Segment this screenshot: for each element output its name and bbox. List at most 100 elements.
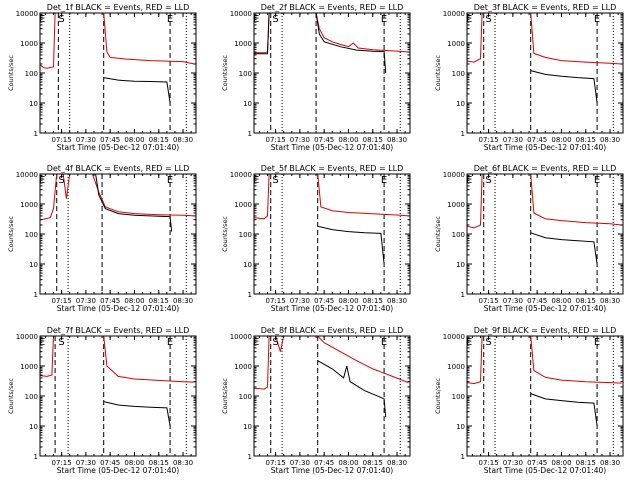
event-letter: S xyxy=(485,175,491,186)
y-tick-label: 10 xyxy=(243,261,252,269)
event-letter: E xyxy=(39,14,45,25)
x-axis-label: Start Time (05-Dec-12 07:01:40) xyxy=(57,304,179,313)
y-tick-label: 1000 xyxy=(234,363,252,371)
event-letter: S xyxy=(272,14,278,25)
chart-title: Det_4f BLACK = Events, RED = LLD xyxy=(47,164,190,173)
event-letter: E xyxy=(466,14,472,25)
y-tick-label: 1000 xyxy=(447,201,465,209)
y-tick-label: 1 xyxy=(248,453,252,461)
event-letter: E xyxy=(466,337,472,348)
y-tick-label: 10000 xyxy=(16,171,38,179)
y-tick-label: 100 xyxy=(25,70,38,78)
y-tick-label: 10 xyxy=(243,100,252,108)
y-tick-label: 10 xyxy=(456,261,465,269)
chart-title: Det_6f BLACK = Events, RED = LLD xyxy=(474,164,617,173)
x-axis-label: Start Time (05-Dec-12 07:01:40) xyxy=(484,466,606,475)
event-letter: E xyxy=(594,14,600,25)
x-tick-label: 07:15 xyxy=(265,297,285,305)
event-letter: E xyxy=(381,175,387,186)
x-tick-label: 07:15 xyxy=(51,136,71,144)
x-tick-label: 08:30 xyxy=(173,459,193,467)
x-tick-label: 07:45 xyxy=(100,297,120,305)
x-tick-label: 07:45 xyxy=(100,459,120,467)
y-tick-label: 1000 xyxy=(447,363,465,371)
chart-panel-3: Det_3f BLACK = Events, RED = LLD 1 10 100 10… xyxy=(434,3,624,152)
x-tick-label: 08:00 xyxy=(338,459,358,467)
x-tick-label: 08:00 xyxy=(338,297,358,305)
event-letter: E xyxy=(381,14,387,25)
y-tick-label: 1 xyxy=(34,291,38,299)
lld-series-line xyxy=(467,12,622,65)
y-axis-label: Counts/sec xyxy=(434,378,442,414)
x-tick-label: 08:00 xyxy=(338,136,358,144)
x-axis-label: Start Time (05-Dec-12 07:01:40) xyxy=(271,143,393,152)
chart-title: Det_9f BLACK = Events, RED = LLD xyxy=(474,326,617,335)
plot-frame xyxy=(253,335,411,457)
x-tick-label: 07:45 xyxy=(314,297,334,305)
events-series-line xyxy=(254,12,387,74)
x-tick-label: 08:30 xyxy=(173,297,193,305)
x-axis-label: Start Time (05-Dec-12 07:01:40) xyxy=(57,466,179,475)
plot-frame xyxy=(253,12,411,134)
x-tick-label: 08:30 xyxy=(173,136,193,144)
y-tick-label: 100 xyxy=(239,70,252,78)
y-axis-label: Counts/sec xyxy=(7,378,15,414)
y-tick-label: 1000 xyxy=(20,40,38,48)
y-tick-label: 1 xyxy=(34,130,38,138)
y-tick-label: 1000 xyxy=(234,40,252,48)
x-tick-label: 07:30 xyxy=(76,136,96,144)
chart-title: Det_7f BLACK = Events, RED = LLD xyxy=(47,326,190,335)
y-axis-label: Counts/sec xyxy=(221,55,229,91)
y-tick-label: 10 xyxy=(29,423,38,431)
events-series-line xyxy=(95,173,173,232)
event-letter: E xyxy=(253,337,259,348)
y-tick-label: 10000 xyxy=(230,171,252,179)
x-tick-label: 08:00 xyxy=(551,297,571,305)
lld-series-line xyxy=(254,173,409,220)
x-tick-label: 07:30 xyxy=(290,136,310,144)
event-letter: S xyxy=(58,337,64,348)
x-tick-label: 08:15 xyxy=(149,459,169,467)
chart-panel-6: Det_6f BLACK = Events, RED = LLD 1 10 100 10… xyxy=(434,164,624,313)
x-tick-label: 07:45 xyxy=(527,136,547,144)
y-tick-label: 1 xyxy=(248,130,252,138)
y-tick-label: 1000 xyxy=(447,40,465,48)
y-tick-label: 10000 xyxy=(16,10,38,18)
x-tick-label: 07:45 xyxy=(527,459,547,467)
x-tick-label: 07:45 xyxy=(527,297,547,305)
event-letter: E xyxy=(39,337,45,348)
x-tick-label: 08:00 xyxy=(124,136,144,144)
y-tick-label: 10000 xyxy=(443,10,465,18)
y-tick-label: 10 xyxy=(456,100,465,108)
y-tick-label: 100 xyxy=(25,231,38,239)
y-tick-label: 10 xyxy=(456,423,465,431)
y-tick-label: 10000 xyxy=(443,333,465,341)
x-tick-label: 08:15 xyxy=(149,297,169,305)
x-axis-label: Start Time (05-Dec-12 07:01:40) xyxy=(271,466,393,475)
event-letter: E xyxy=(39,175,45,186)
y-tick-label: 10 xyxy=(29,261,38,269)
chart-panel-2: Det_2f BLACK = Events, RED = LLD 1 10 100 10… xyxy=(221,3,411,152)
y-tick-label: 10 xyxy=(243,423,252,431)
x-tick-label: 08:15 xyxy=(363,459,383,467)
y-tick-label: 100 xyxy=(452,70,465,78)
chart-title: Det_8f BLACK = Events, RED = LLD xyxy=(261,326,404,335)
chart-panel-5: Det_5f BLACK = Events, RED = LLD 1 10 100 10… xyxy=(221,164,411,313)
events-series-line xyxy=(530,70,598,104)
x-tick-label: 08:00 xyxy=(551,136,571,144)
y-tick-label: 10000 xyxy=(16,333,38,341)
chart-title: Det_5f BLACK = Events, RED = LLD xyxy=(261,164,404,173)
y-axis-label: Counts/sec xyxy=(221,378,229,414)
x-tick-label: 07:45 xyxy=(100,136,120,144)
y-tick-label: 10000 xyxy=(230,333,252,341)
y-tick-label: 1 xyxy=(461,291,465,299)
x-tick-label: 07:30 xyxy=(76,297,96,305)
plot-frame xyxy=(466,12,624,134)
plot-frame xyxy=(39,173,197,295)
x-tick-label: 08:15 xyxy=(576,136,596,144)
lld-series-line xyxy=(467,173,622,229)
events-series-line xyxy=(530,393,598,427)
y-axis-label: Counts/sec xyxy=(221,216,229,252)
x-tick-label: 07:15 xyxy=(478,459,498,467)
